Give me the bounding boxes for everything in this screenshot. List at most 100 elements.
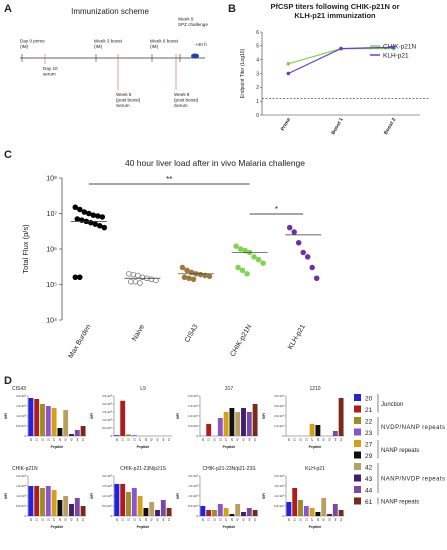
x-tick-label: 27	[224, 438, 228, 442]
point	[86, 210, 92, 217]
point	[309, 264, 315, 271]
point	[235, 264, 241, 271]
y-tick-label: 2.0×10⁵	[102, 474, 112, 478]
x-tick-label: 23	[132, 438, 136, 442]
y-tick-label: 0	[256, 113, 259, 119]
y-tick-label: 1.0×10⁵	[102, 418, 112, 422]
point	[77, 206, 83, 213]
x-tick-label: 29	[144, 518, 148, 522]
y-tick-label: 2.0×10⁴	[188, 394, 199, 398]
y-tick-label: 1.5×10⁵	[16, 404, 26, 408]
bar	[131, 488, 137, 516]
bar	[309, 508, 315, 516]
x-tick-label: 29	[316, 438, 320, 442]
y-tick-label: 1.5×10⁵	[102, 484, 112, 488]
y-axis-label: MFI	[90, 493, 94, 499]
bar	[40, 404, 45, 436]
x-tick-label: 20	[201, 518, 205, 522]
legend-label: CHIK-p21N	[383, 44, 417, 51]
y-tick-label: 0	[282, 514, 284, 518]
point	[81, 209, 88, 215]
bar	[332, 504, 338, 516]
bar	[246, 412, 252, 436]
bar	[229, 408, 235, 436]
x-tick-label: 21	[293, 518, 297, 522]
y-tick-label: 2.0×10⁴	[274, 414, 285, 418]
y-tick-label: 3	[256, 71, 259, 77]
bar	[137, 496, 143, 516]
bar	[69, 504, 74, 516]
legend-swatch	[354, 486, 361, 493]
event-label: (IM)	[20, 44, 29, 49]
bar	[114, 484, 120, 516]
event-label: (post boost)	[174, 98, 199, 103]
x-tick-label: 42	[64, 438, 68, 442]
x-tick-label: 44	[161, 438, 165, 442]
point	[153, 277, 159, 284]
legend-label: 42	[365, 465, 373, 472]
event-label: serum	[43, 72, 56, 77]
x-tick-label: 61	[167, 438, 171, 442]
x-tick-label: KLH-p21	[287, 323, 307, 351]
group-label: NVDP/NANP repeats	[381, 425, 445, 431]
x-tick-label: 23	[218, 438, 222, 442]
y-tick-label: 0	[110, 434, 112, 438]
x-tick-label: 44	[161, 518, 165, 522]
x-tick-label: 42	[322, 518, 326, 522]
series-line	[288, 46, 394, 75]
point	[92, 221, 99, 227]
point	[128, 278, 134, 285]
group-label: NANP repeats	[381, 448, 419, 454]
x-tick-label: 29	[316, 518, 320, 522]
legend-label: 21	[365, 407, 373, 414]
point	[286, 62, 291, 66]
y-tick-label: 0	[196, 514, 198, 518]
y-tick-label: 1.0×10⁵	[16, 414, 26, 418]
point	[95, 213, 101, 219]
point	[148, 276, 155, 283]
x-axis-label: Peptide	[309, 525, 322, 529]
bar	[69, 434, 74, 436]
legend-swatch	[354, 497, 361, 505]
x-axis-label: Peptide	[223, 445, 236, 449]
legend-label: 44	[365, 488, 373, 495]
bar	[241, 512, 246, 516]
panel-letter: A	[4, 3, 12, 15]
group-label: NANP repeats	[381, 500, 419, 506]
x-tick-label: 61	[253, 438, 257, 442]
y-tick-label: 1	[256, 99, 259, 105]
y-axis-label: Total Flux (p/s)	[21, 224, 30, 274]
bar	[28, 486, 34, 516]
bar	[338, 398, 344, 436]
point	[286, 71, 291, 76]
point	[72, 204, 79, 210]
legend-swatch	[354, 474, 361, 482]
point	[139, 274, 146, 281]
bar	[223, 508, 229, 516]
x-tick-label: 61	[253, 518, 257, 522]
bar	[315, 425, 321, 436]
y-tick-label: 2.0×10⁵	[188, 474, 198, 478]
y-tick-label: 10⁸	[46, 176, 57, 183]
legend-label: 20	[365, 396, 373, 403]
bar	[321, 498, 327, 516]
x-tick-label: 27	[138, 438, 142, 442]
x-tick-label: 29	[58, 438, 62, 442]
bar	[252, 404, 258, 436]
x-tick-label: 22	[213, 438, 217, 442]
panel-letter: D	[4, 375, 12, 387]
x-axis-label: Peptide	[137, 445, 150, 449]
chart-title: 40 hour liver load after in vivo Malaria…	[125, 158, 305, 168]
y-tick-label: 2.0×10⁵	[16, 474, 26, 478]
y-tick-label: 1.5×10⁵	[16, 484, 26, 488]
x-tick-label: 44	[247, 518, 251, 522]
x-tick-label: 42	[322, 438, 326, 442]
x-tick-label: 43	[156, 518, 160, 522]
x-tick-label: 43	[242, 518, 246, 522]
x-tick-label: 61	[81, 518, 85, 522]
y-tick-label: 5.0×10⁴	[274, 504, 285, 508]
point	[304, 254, 311, 260]
bar	[126, 434, 131, 436]
bar	[143, 508, 149, 516]
event-label: (IM)	[150, 44, 159, 49]
